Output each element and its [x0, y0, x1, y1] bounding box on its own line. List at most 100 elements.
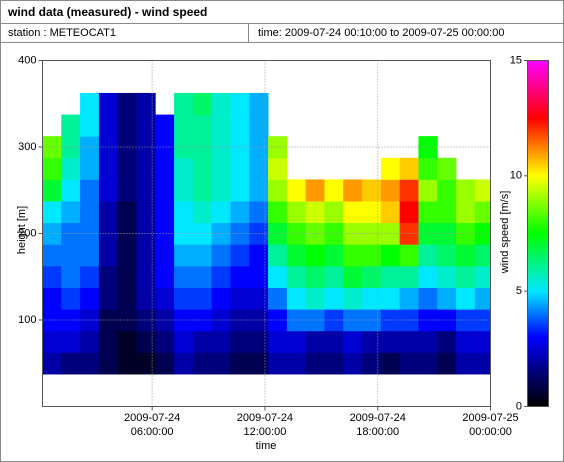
heatmap-cell [136, 309, 156, 332]
heatmap-cell [42, 179, 62, 202]
heatmap-cell [437, 330, 457, 353]
heatmap-cell [211, 330, 231, 353]
heatmap-cell [474, 352, 491, 375]
heatmap-cell [286, 179, 307, 202]
heatmap-cell [362, 244, 382, 267]
heatmap-cell [42, 330, 62, 353]
heatmap-cell [80, 201, 100, 224]
heatmap-cell [80, 222, 100, 245]
heatmap-cell [174, 330, 194, 353]
heatmap-cell [249, 157, 269, 180]
heatmap-cell [174, 179, 194, 202]
heatmap-cell [343, 309, 363, 332]
heatmap-cell [305, 287, 325, 310]
heatmap-cell [362, 179, 382, 202]
heatmap-cell [42, 265, 62, 288]
heatmap-cell [230, 287, 250, 310]
x-axis-label: time [256, 440, 277, 452]
heatmap-cell [174, 201, 194, 224]
heatmap-cell [249, 287, 269, 310]
heatmap-cell [155, 157, 175, 180]
heatmap-cell [42, 244, 62, 267]
heatmap-cell [249, 330, 269, 353]
heatmap-cell [211, 179, 231, 202]
heatmap-cell [268, 201, 288, 224]
heatmap-cell [136, 92, 156, 115]
heatmap-cell [174, 92, 194, 115]
heatmap-cell [117, 352, 137, 375]
heatmap-cell [136, 179, 156, 202]
heatmap-cell [117, 287, 137, 310]
heatmap-cell [399, 201, 419, 224]
y-tick-label: 400 [18, 54, 36, 66]
heatmap-cell [155, 265, 175, 288]
heatmap-cell [362, 287, 382, 310]
heatmap-cell [362, 352, 382, 375]
heatmap-cell [192, 92, 213, 115]
heatmap-cell [399, 179, 419, 202]
heatmap-cell [98, 309, 119, 332]
heatmap-cell [155, 244, 175, 267]
heatmap-cell [136, 352, 156, 375]
heatmap-cell [136, 287, 156, 310]
heatmap-cell [61, 244, 81, 267]
y-axis-label: height [m] [16, 206, 28, 254]
heatmap-cell [305, 352, 325, 375]
x-tick-label: 06:00:00 [131, 426, 174, 438]
heatmap-cell [418, 222, 438, 245]
heatmap-cell [286, 352, 307, 375]
colorbar [527, 60, 549, 407]
heatmap-cell [474, 244, 491, 267]
heatmap-cell [305, 222, 325, 245]
heatmap-cell [211, 92, 231, 115]
heatmap-cell [343, 201, 363, 224]
heatmap-cell [98, 265, 119, 288]
heatmap-cell [117, 114, 137, 137]
heatmap-cell [155, 330, 175, 353]
heatmap-cell [211, 136, 231, 159]
heatmap-cell [42, 352, 62, 375]
heatmap-cell [61, 330, 81, 353]
heatmap-cell [418, 330, 438, 353]
heatmap-cell [343, 352, 363, 375]
y-tick-label: 100 [18, 314, 36, 326]
heatmap-cell [399, 244, 419, 267]
heatmap-cell [268, 287, 288, 310]
heatmap-cell [211, 309, 231, 332]
heatmap-cell [98, 352, 119, 375]
heatmap-cell [437, 179, 457, 202]
heatmap-cell [268, 309, 288, 332]
heatmap-cell [437, 222, 457, 245]
heatmap-cell [380, 201, 401, 224]
x-tick-label: 00:00:00 [469, 426, 512, 438]
heatmap-cell [437, 265, 457, 288]
heatmap-cell [305, 244, 325, 267]
heatmap-cell [474, 309, 491, 332]
heatmap-cell [192, 179, 213, 202]
heatmap-cell [174, 114, 194, 137]
heatmap-cell [324, 201, 344, 224]
heatmap-cells [42, 92, 491, 375]
heatmap-cell [324, 179, 344, 202]
heatmap-cell [418, 352, 438, 375]
heatmap-cell [286, 309, 307, 332]
heatmap-cell [117, 330, 137, 353]
heatmap-cell [192, 244, 213, 267]
heatmap-cell [211, 352, 231, 375]
heatmap-cell [230, 114, 250, 137]
heatmap-cell [136, 136, 156, 159]
heatmap-cell [61, 157, 81, 180]
heatmap-cell [437, 244, 457, 267]
heatmap-cell [286, 222, 307, 245]
heatmap-cell [324, 244, 344, 267]
heatmap-cell [61, 222, 81, 245]
heatmap-cell [80, 157, 100, 180]
heatmap-cell [380, 244, 401, 267]
heatmap-cell [286, 287, 307, 310]
x-tick-label: 2009-07-25 [462, 412, 518, 424]
heatmap-cell [418, 201, 438, 224]
heatmap-cell [61, 136, 81, 159]
heatmap-cell [192, 352, 213, 375]
heatmap-cell [136, 114, 156, 137]
